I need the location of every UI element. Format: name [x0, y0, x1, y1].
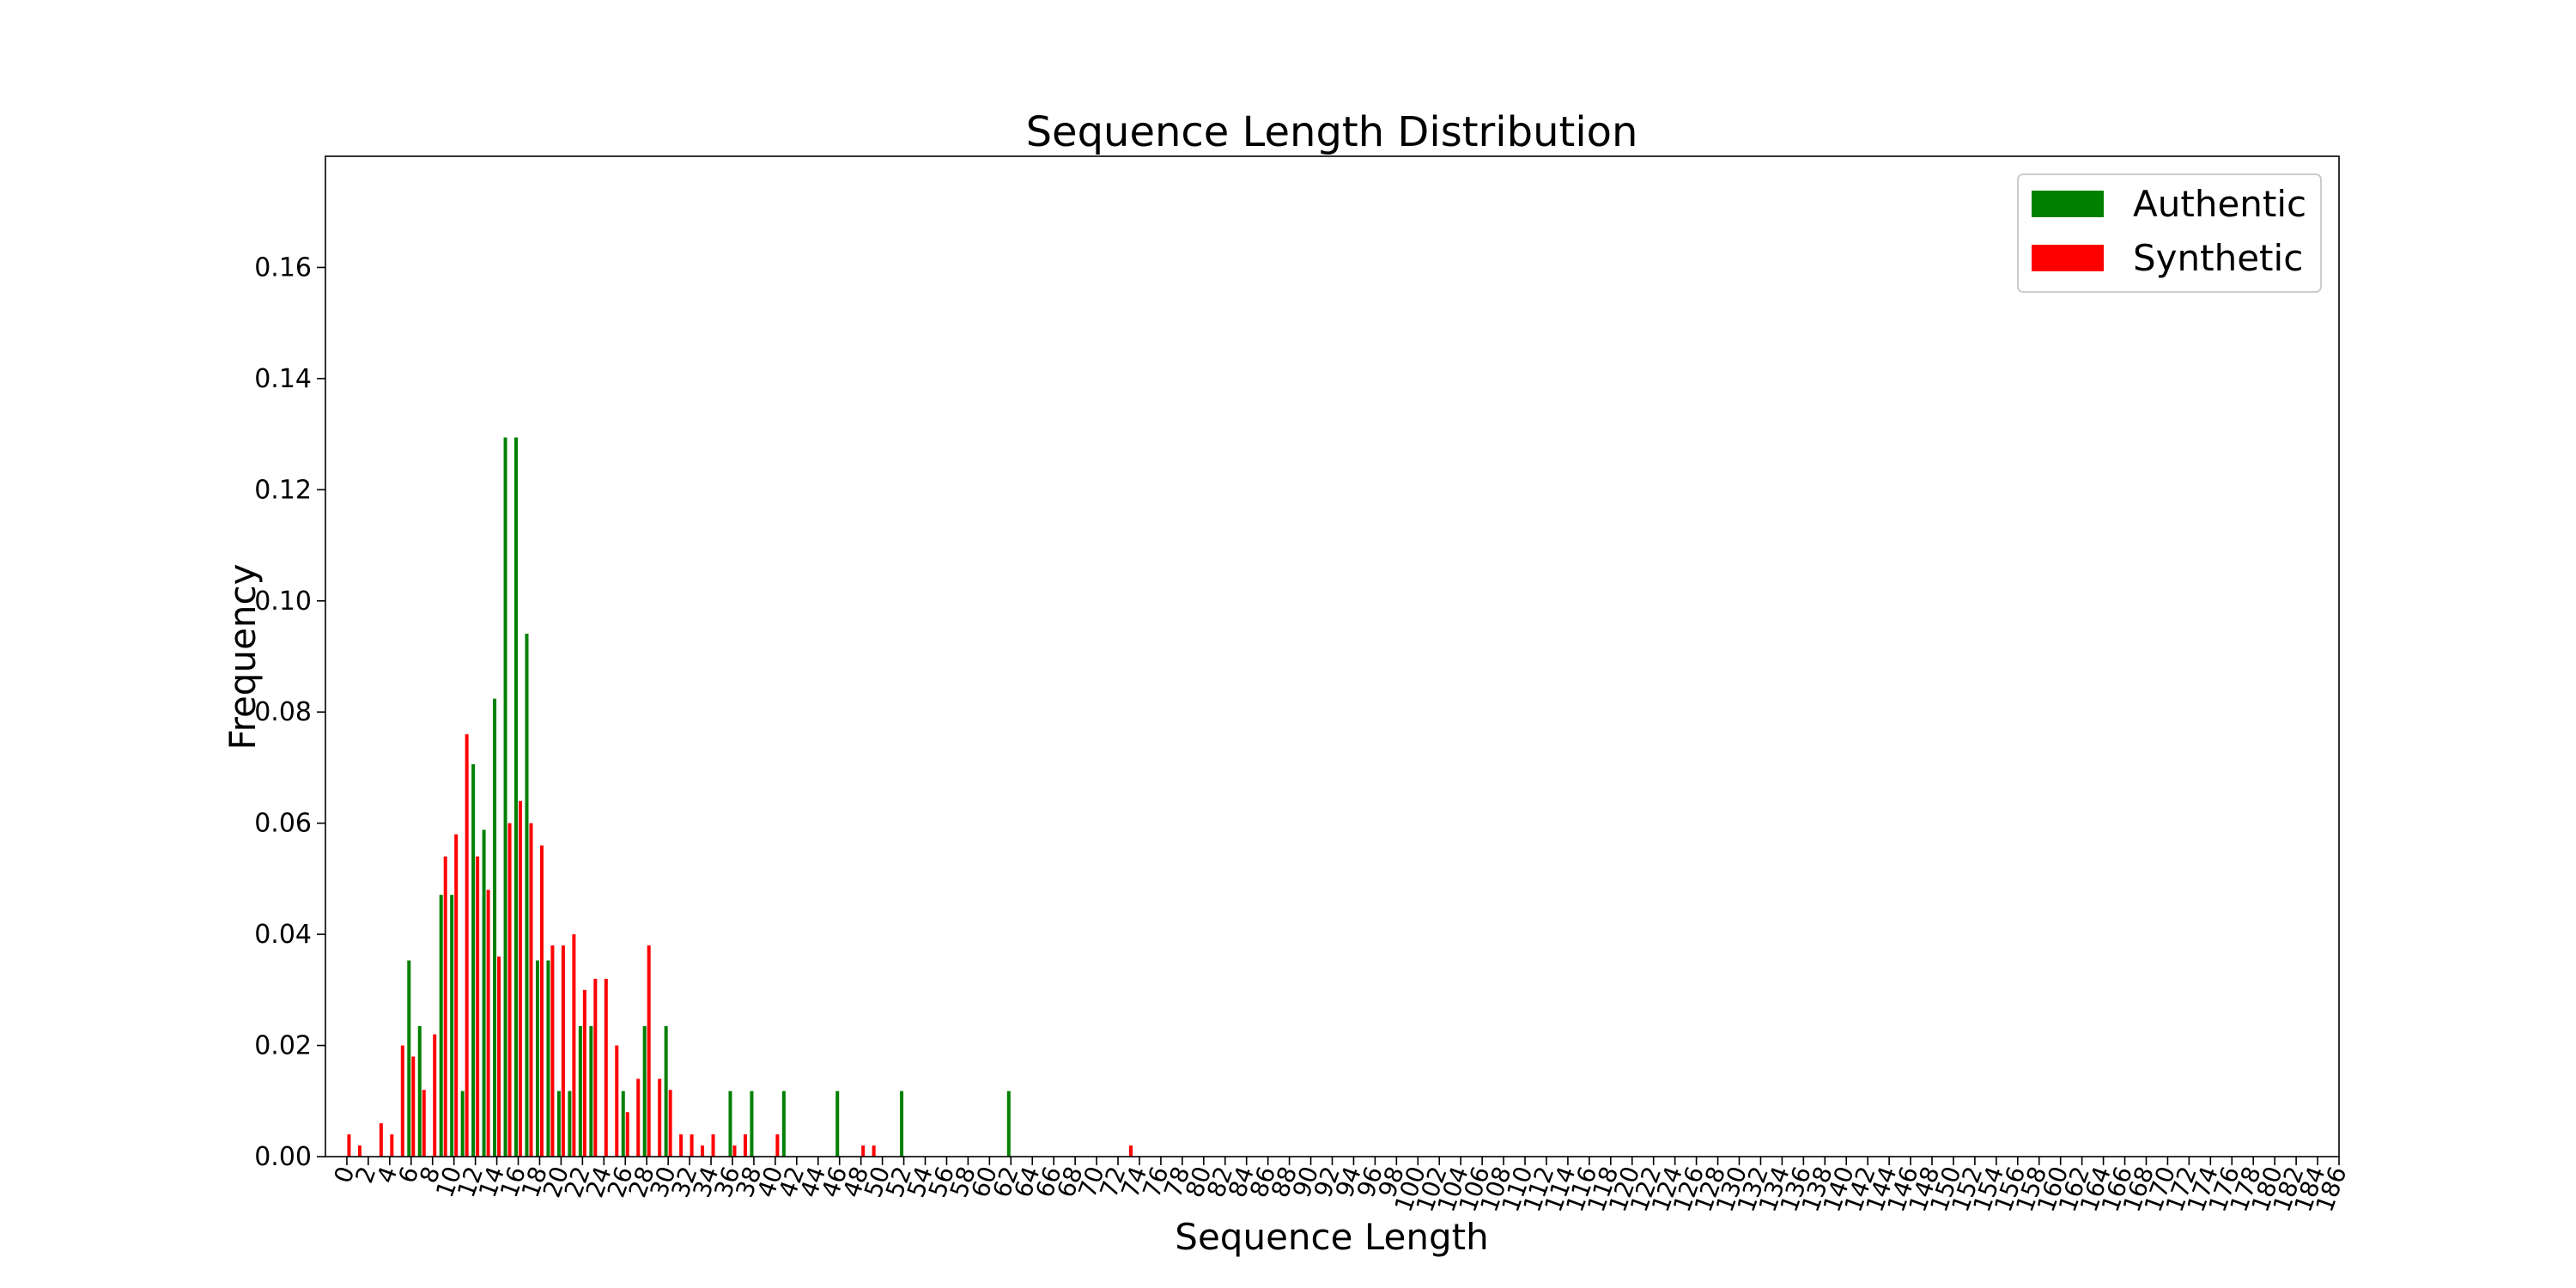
bar-synthetic-21 [572, 934, 576, 1157]
y-tick-label: 0.00 [254, 1142, 312, 1172]
bar-synthetic-0 [347, 1134, 351, 1157]
bar-authentic-13 [482, 829, 486, 1157]
bar-authentic-14 [493, 698, 497, 1157]
bar-synthetic-40 [775, 1134, 780, 1157]
chart-title: Sequence Length Distribution [1026, 108, 1638, 156]
x-axis-label: Sequence Length [1175, 1216, 1488, 1258]
bar-authentic-26 [621, 1091, 625, 1157]
bar-synthetic-23 [593, 978, 598, 1157]
bar-synthetic-20 [561, 945, 565, 1157]
bar-synthetic-6 [411, 1056, 416, 1157]
y-tick-label: 0.08 [254, 697, 312, 727]
y-tick-label: 0.06 [254, 809, 312, 839]
bar-synthetic-5 [400, 1045, 404, 1157]
bar-authentic-52 [900, 1091, 904, 1157]
y-tick-label: 0.16 [254, 252, 312, 283]
bar-authentic-22 [578, 1025, 582, 1157]
legend-swatch-synthetic [2032, 245, 2104, 271]
y-tick-label: 0.10 [254, 586, 312, 617]
y-tick-label: 0.04 [254, 920, 312, 950]
bar-authentic-19 [546, 960, 550, 1157]
bar-synthetic-31 [679, 1134, 683, 1157]
bar-synthetic-8 [433, 1034, 437, 1157]
bar-synthetic-36 [732, 1145, 737, 1157]
bar-synthetic-10 [454, 834, 459, 1157]
y-axis-ticks: 0.00 0.02 0.04 0.06 0.08 0.10 0.12 0.14 0.16 [254, 252, 325, 1172]
bar-authentic-7 [417, 1025, 422, 1157]
bar-authentic-6 [407, 960, 411, 1157]
legend: Authentic Synthetic [2017, 173, 2322, 293]
bar-synthetic-32 [690, 1134, 694, 1157]
bar-authentic-21 [568, 1091, 572, 1157]
bar-synthetic-17 [529, 823, 533, 1157]
bar-synthetic-73 [1129, 1145, 1133, 1157]
bar-synthetic-19 [550, 945, 555, 1157]
bar-synthetic-34 [711, 1134, 715, 1157]
bar-authentic-17 [525, 633, 529, 1157]
bar-synthetic-13 [486, 890, 490, 1157]
bar-authentic-16 [514, 437, 519, 1157]
bar-authentic-36 [728, 1091, 732, 1157]
bar-authentic-41 [781, 1091, 786, 1157]
bar-authentic-9 [439, 895, 443, 1157]
plot-frame [325, 155, 2340, 1157]
bar-authentic-11 [460, 1091, 465, 1157]
bar-synthetic-22 [582, 989, 586, 1157]
legend-swatch-authentic [2032, 191, 2104, 217]
bar-synthetic-18 [539, 845, 544, 1157]
bar-authentic-18 [535, 960, 539, 1157]
bar-synthetic-48 [861, 1145, 866, 1157]
bars-layer [347, 437, 1133, 1157]
bar-synthetic-30 [668, 1090, 672, 1157]
bar-synthetic-29 [658, 1078, 662, 1157]
bar-authentic-28 [642, 1025, 647, 1157]
bar-synthetic-9 [443, 856, 447, 1157]
bar-authentic-20 [556, 1091, 561, 1157]
bar-synthetic-12 [476, 856, 480, 1157]
bar-authentic-12 [471, 764, 476, 1157]
bar-authentic-10 [450, 895, 454, 1157]
legend-label-synthetic: Synthetic [2133, 237, 2303, 279]
bar-synthetic-27 [636, 1078, 641, 1157]
bar-synthetic-49 [872, 1145, 876, 1157]
bar-authentic-15 [503, 437, 507, 1157]
x-axis-ticks: 0246810121416182022242628303234363840424… [328, 1157, 2353, 1216]
bar-synthetic-3 [379, 1123, 383, 1157]
y-axis-label: Frequency [222, 564, 264, 750]
y-tick-label: 0.02 [254, 1031, 312, 1061]
bar-synthetic-4 [390, 1134, 394, 1157]
bar-authentic-46 [835, 1091, 840, 1157]
bar-authentic-62 [1006, 1091, 1011, 1157]
legend-label-authentic: Authentic [2133, 183, 2306, 225]
bar-synthetic-14 [497, 957, 501, 1157]
bar-synthetic-26 [625, 1112, 629, 1157]
bar-synthetic-16 [519, 800, 523, 1157]
bar-synthetic-25 [615, 1045, 619, 1157]
bar-synthetic-7 [422, 1090, 426, 1157]
bar-synthetic-37 [743, 1134, 747, 1157]
bar-synthetic-33 [701, 1145, 705, 1157]
bar-synthetic-28 [647, 945, 651, 1157]
bar-synthetic-24 [604, 978, 608, 1157]
bar-synthetic-11 [465, 734, 469, 1157]
bar-synthetic-15 [507, 823, 512, 1157]
bar-authentic-23 [589, 1025, 593, 1157]
y-tick-label: 0.12 [254, 475, 312, 505]
y-tick-label: 0.14 [254, 364, 312, 394]
bar-synthetic-1 [357, 1145, 361, 1157]
bar-authentic-30 [664, 1025, 668, 1157]
bar-authentic-38 [750, 1091, 754, 1157]
